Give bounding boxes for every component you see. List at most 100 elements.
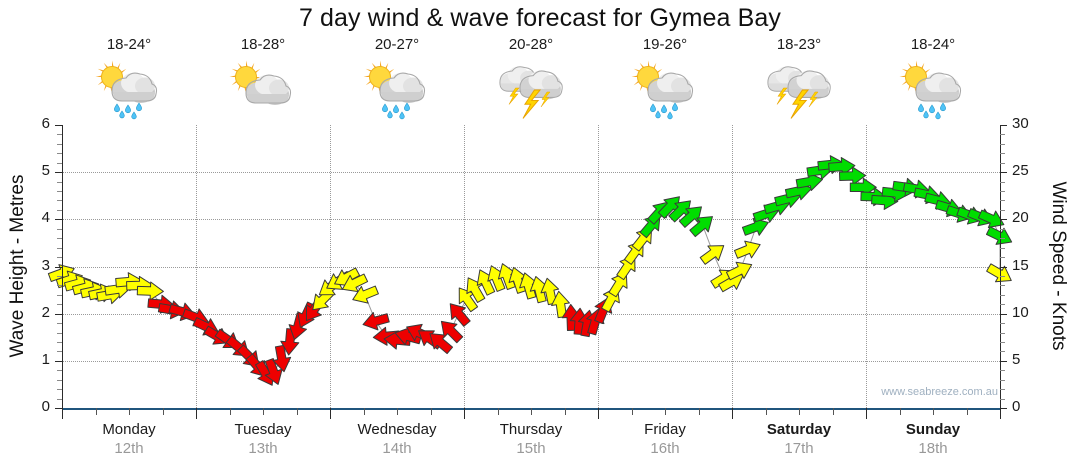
x-axis-minor-tick: [531, 408, 532, 415]
day-header-thursday: 20-28°: [464, 36, 598, 124]
right-axis-minor-tick: [1000, 134, 1005, 136]
day-name: Sunday: [905, 421, 961, 438]
x-axis-minor-tick: [799, 408, 800, 415]
left-axis-minor-tick: [57, 209, 62, 211]
left-axis-tick-label: 2: [41, 303, 50, 321]
day-label-thursday: Thursday 15th: [464, 420, 598, 458]
right-axis-minor-tick: [1000, 379, 1005, 381]
x-axis-minor-tick: [497, 408, 499, 415]
sun-cloud-rain-icon: [866, 58, 1000, 120]
right-axis-minor-tick: [1000, 332, 1005, 334]
right-axis-minor-tick: [1000, 285, 1005, 287]
right-axis-tick: [1000, 266, 1007, 268]
day-temperature-range: 20-28°: [508, 36, 554, 53]
left-axis-minor-tick: [57, 332, 62, 334]
left-axis-tick-label: 0: [41, 398, 50, 415]
sun-cloud-rain-icon: [62, 58, 196, 120]
day-header-sunday: 18-24°: [866, 36, 1000, 124]
left-axis-tick-label: 6: [41, 115, 50, 132]
x-axis-day-tick: [464, 408, 465, 419]
day-separator-gridline: [196, 125, 197, 408]
horizontal-gridline: [62, 172, 1000, 174]
day-date: 14th: [382, 440, 412, 457]
left-axis-tick: [55, 219, 62, 221]
left-axis-minor-tick: [57, 285, 62, 287]
day-date: 15th: [516, 440, 546, 457]
x-axis-day-tick: [330, 408, 331, 419]
right-axis-minor-tick: [1000, 228, 1005, 230]
horizontal-gridline: [62, 313, 1000, 315]
left-axis-minor-tick: [57, 181, 62, 183]
right-axis-tick: [1000, 408, 1007, 409]
horizontal-gridline: [62, 360, 1000, 362]
left-axis-minor-tick: [57, 323, 62, 325]
left-axis-minor-tick: [57, 275, 62, 277]
left-axis-tick: [55, 172, 62, 174]
left-axis-minor-tick: [57, 191, 62, 193]
day-separator-gridline: [866, 125, 867, 408]
x-axis-day-tick: [866, 408, 867, 419]
day-separator-gridline: [598, 125, 599, 408]
day-temperature-range: 19-26°: [642, 36, 688, 53]
x-axis-minor-tick: [933, 408, 934, 415]
x-axis-minor-tick: [162, 408, 164, 415]
x-axis-minor-tick: [263, 408, 264, 415]
day-temperature-range: 18-28°: [240, 36, 286, 53]
left-axis-minor-tick: [57, 162, 62, 164]
left-axis-tick-label: 1: [41, 350, 50, 368]
left-axis-minor-tick: [57, 228, 62, 230]
day-date: 16th: [650, 440, 680, 457]
day-label-saturday: Saturday 17th: [732, 420, 866, 458]
day-header-monday: 18-24°: [62, 36, 196, 124]
right-axis-minor-tick: [1000, 275, 1005, 277]
left-axis-minor-tick: [57, 294, 62, 296]
left-axis-tick-label: 3: [41, 256, 50, 274]
x-axis-minor-tick: [832, 408, 834, 415]
day-temperature-range: 18-23°: [776, 36, 822, 53]
day-label-tuesday: Tuesday 13th: [196, 420, 330, 458]
left-axis-minor-tick: [57, 257, 62, 259]
day-temperature-range: 18-24°: [910, 36, 956, 53]
right-axis-tick-label: 30: [1012, 115, 1029, 132]
right-axis-minor-tick: [1000, 370, 1005, 372]
left-axis-minor-tick: [57, 153, 62, 155]
left-axis-minor-tick: [57, 143, 62, 145]
x-axis-minor-tick: [631, 408, 633, 415]
left-axis-minor-tick: [57, 304, 62, 306]
left-axis-tick: [55, 125, 62, 126]
day-name: Friday: [644, 421, 686, 438]
right-axis-tick-label: 5: [1012, 350, 1021, 368]
left-axis-tick-label: 5: [41, 162, 50, 180]
thunderstorm-icon: [464, 58, 598, 119]
x-axis-minor-tick: [430, 408, 432, 415]
right-axis-minor-tick: [1000, 181, 1005, 183]
right-axis-tick: [1000, 172, 1007, 174]
left-axis-minor-tick: [57, 370, 62, 372]
thunderstorm-icon: [732, 58, 866, 119]
day-temperature-range: 18-24°: [106, 36, 152, 53]
right-axis-minor-tick: [1000, 238, 1005, 240]
x-axis-minor-tick: [129, 408, 130, 415]
day-name: Tuesday: [234, 421, 292, 438]
right-axis-tick-label: 15: [1012, 256, 1029, 274]
x-axis-minor-tick: [363, 408, 365, 415]
x-axis-minor-tick: [397, 408, 398, 415]
left-axis-title: Wave Height - Metres: [7, 174, 28, 358]
sun-cloud-icon: [196, 58, 330, 114]
day-date: 12th: [114, 440, 144, 457]
day-label-wednesday: Wednesday 14th: [330, 420, 464, 458]
left-axis-minor-tick: [57, 247, 62, 249]
x-axis-minor-tick: [966, 408, 968, 415]
x-axis-minor-tick: [698, 408, 700, 415]
day-name: Saturday: [766, 421, 832, 438]
right-axis-tick: [1000, 219, 1007, 221]
x-axis-day-tick: [196, 408, 197, 419]
right-axis-minor-tick: [1000, 162, 1005, 164]
day-header-saturday: 18-23°: [732, 36, 866, 124]
right-axis-tick: [1000, 360, 1007, 362]
horizontal-gridline: [62, 219, 1000, 221]
day-date: 18th: [918, 440, 948, 457]
x-axis-day-tick: [598, 408, 599, 419]
right-axis-minor-tick: [1000, 398, 1005, 400]
day-date: 13th: [248, 440, 278, 457]
